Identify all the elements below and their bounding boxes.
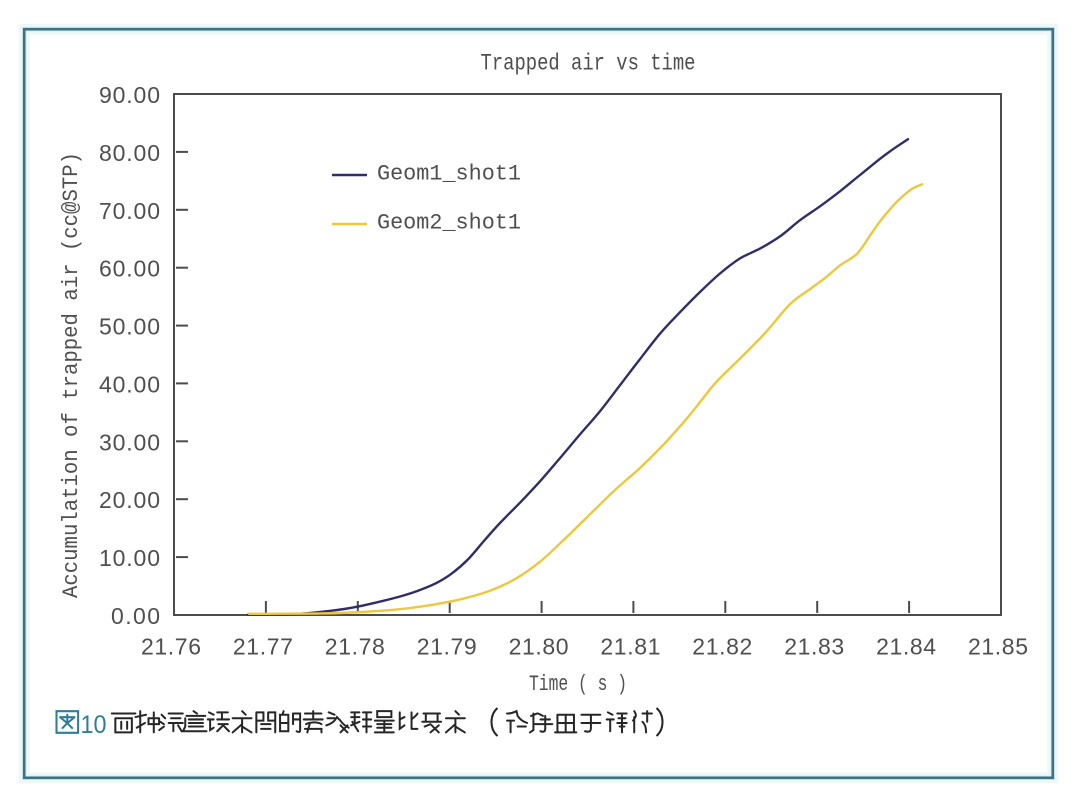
svg-text:21.77: 21.77 — [233, 634, 293, 660]
svg-text:21.84: 21.84 — [876, 634, 936, 660]
svg-text:10.00: 10.00 — [99, 545, 160, 571]
svg-text:Accumulation of trapped air (c: Accumulation of trapped air (cc@STP) — [59, 152, 84, 598]
svg-text:80.00: 80.00 — [99, 140, 160, 166]
svg-text:90.00: 90.00 — [99, 82, 160, 108]
svg-text:21.81: 21.81 — [600, 634, 660, 660]
svg-text:40.00: 40.00 — [99, 371, 160, 397]
svg-text:21.78: 21.78 — [325, 634, 385, 660]
svg-text:Geom1_shot1: Geom1_shot1 — [377, 162, 521, 187]
svg-text:20.00: 20.00 — [99, 487, 160, 513]
svg-text:0.00: 0.00 — [111, 603, 160, 629]
svg-text:60.00: 60.00 — [99, 256, 160, 282]
svg-text:21.85: 21.85 — [968, 634, 1028, 660]
svg-text:10: 10 — [81, 711, 107, 739]
svg-text:Geom2_shot1: Geom2_shot1 — [377, 211, 521, 236]
svg-text:Time ( s ): Time ( s ) — [529, 672, 627, 697]
svg-text:21.82: 21.82 — [692, 634, 752, 660]
svg-text:21.80: 21.80 — [509, 634, 569, 660]
svg-text:Trapped air vs time: Trapped air vs time — [481, 51, 696, 77]
svg-text:70.00: 70.00 — [99, 198, 160, 224]
svg-text:21.79: 21.79 — [417, 634, 477, 660]
svg-text:50.00: 50.00 — [99, 314, 160, 340]
svg-text:21.83: 21.83 — [784, 634, 844, 660]
svg-text:21.76: 21.76 — [141, 634, 201, 660]
svg-text:30.00: 30.00 — [99, 429, 160, 455]
